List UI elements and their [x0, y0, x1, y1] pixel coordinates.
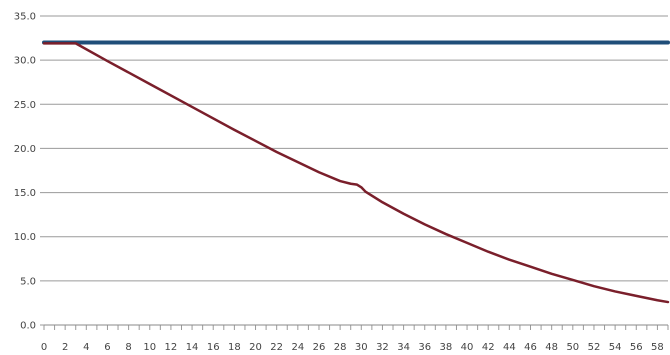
- x-tick-label: 4: [83, 342, 89, 353]
- y-tick-label: 20.0: [14, 144, 36, 155]
- series-line-2: [42, 42, 670, 304]
- x-tick-label: 50: [566, 342, 579, 353]
- y-tick-label: 25.0: [14, 100, 36, 111]
- x-tick-label: 42: [482, 342, 495, 353]
- y-tick-label: 5.0: [20, 276, 36, 287]
- y-tick-label: 0.0: [20, 321, 36, 332]
- x-tick-label: 44: [503, 342, 516, 353]
- y-tick-label: 15.0: [14, 188, 36, 199]
- x-tick-label: 14: [186, 342, 199, 353]
- series-layer: [42, 40, 670, 304]
- grid-lines: [40, 15, 668, 326]
- x-tick-label: 8: [125, 342, 131, 353]
- y-tick-label: 30.0: [14, 56, 36, 67]
- x-tick-label: 28: [334, 342, 347, 353]
- x-tick-label: 34: [397, 342, 410, 353]
- x-axis-tick-labels: 0 2 4 6 8 10 12 14 16 18 20 22 24 26 28 30 32 34 36 38 40 42 4…: [41, 342, 664, 353]
- x-tick-label: 36: [418, 342, 431, 353]
- x-tick-label: 52: [588, 342, 601, 353]
- x-tick-label: 26: [313, 342, 326, 353]
- x-tick-label: 16: [207, 342, 220, 353]
- x-tick-label: 54: [609, 342, 622, 353]
- x-tick-label: 20: [249, 342, 262, 353]
- y-tick-label: 35.0: [14, 12, 36, 23]
- x-tick-label: 38: [440, 342, 453, 353]
- x-tick-label: 30: [355, 342, 368, 353]
- x-tick-label: 40: [461, 342, 474, 353]
- x-tick-label: 6: [104, 342, 110, 353]
- x-tick-label: 56: [630, 342, 643, 353]
- x-tick-label: 24: [291, 342, 304, 353]
- x-tick-label: 0: [41, 342, 47, 353]
- x-tick-label: 46: [524, 342, 537, 353]
- x-tick-label: 10: [143, 342, 156, 353]
- x-tick-label: 12: [165, 342, 178, 353]
- x-tick-label: 22: [270, 342, 283, 353]
- x-tick-label: 48: [545, 342, 558, 353]
- x-axis-ticks: [43, 325, 669, 330]
- x-tick-label: 58: [651, 342, 664, 353]
- y-tick-label: 10.0: [14, 232, 36, 243]
- x-tick-label: 32: [376, 342, 389, 353]
- y-axis-tick-labels: 0.0 5.0 10.0 15.0 20.0 25.0 30.0 35.0: [14, 12, 36, 332]
- x-tick-label: 2: [62, 342, 68, 353]
- x-tick-label: 18: [228, 342, 241, 353]
